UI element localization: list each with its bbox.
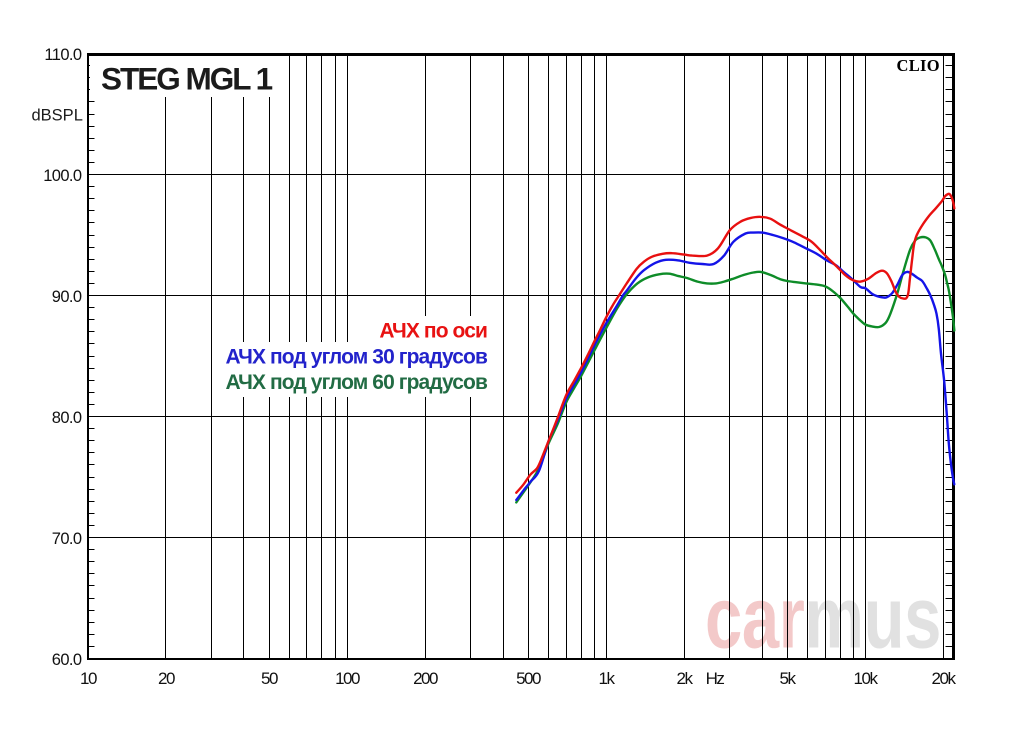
svg-text:CLIO: CLIO [897, 56, 940, 75]
svg-text:20k: 20k [932, 669, 957, 688]
svg-text:dBSPL: dBSPL [32, 107, 83, 125]
svg-text:60.0: 60.0 [52, 651, 82, 669]
svg-text:90.0: 90.0 [52, 288, 82, 306]
svg-text:АЧХ под углом 60 градусов: АЧХ под углом 60 градусов [225, 371, 488, 394]
svg-text:100.0: 100.0 [43, 167, 82, 185]
svg-text:АЧХ по оси: АЧХ по оси [379, 320, 487, 343]
svg-text:50: 50 [261, 669, 278, 688]
svg-text:200: 200 [413, 669, 438, 688]
svg-text:500: 500 [516, 669, 541, 688]
svg-text:100: 100 [335, 669, 360, 688]
svg-text:110.0: 110.0 [44, 46, 81, 64]
svg-text:5k: 5k [780, 669, 797, 688]
svg-text:1k: 1k [599, 669, 616, 688]
svg-text:10k: 10k [854, 669, 879, 688]
svg-text:Hz: Hz [706, 669, 725, 688]
svg-text:carmus: carmus [705, 570, 941, 666]
svg-text:10: 10 [80, 669, 97, 688]
svg-text:20: 20 [158, 669, 175, 688]
svg-text:70.0: 70.0 [52, 530, 82, 548]
svg-text:2k: 2k [677, 669, 694, 688]
svg-text:80.0: 80.0 [52, 409, 82, 427]
svg-text:STEG MGL 1: STEG MGL 1 [101, 61, 273, 97]
svg-text:АЧХ под углом 30 градусов: АЧХ под углом 30 градусов [225, 346, 488, 369]
